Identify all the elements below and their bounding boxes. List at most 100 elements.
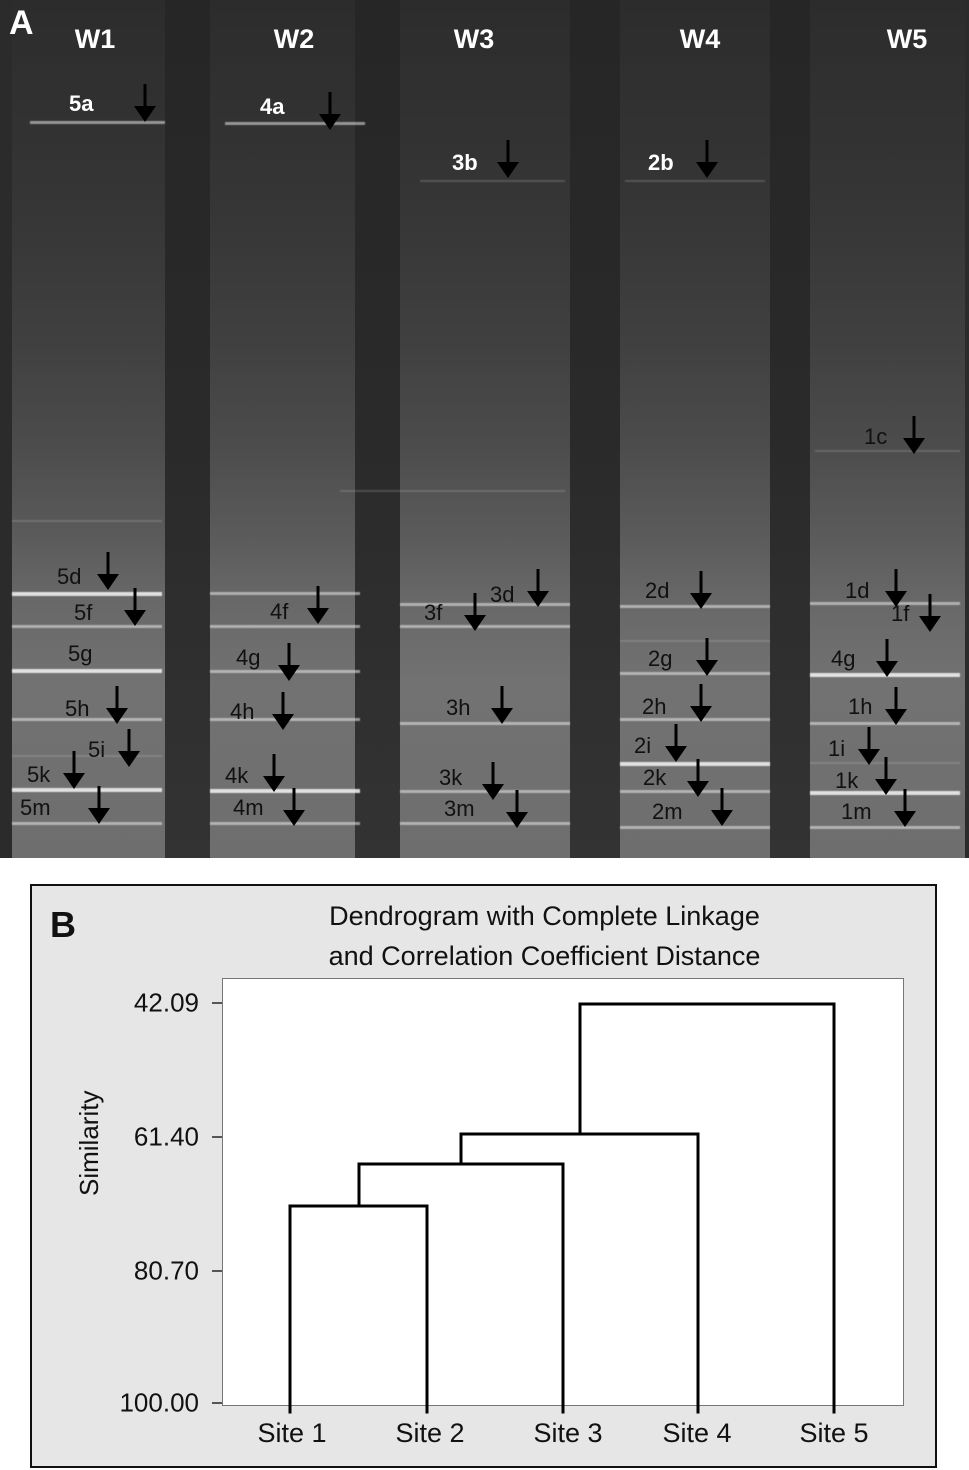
panel-label-b: B [50, 904, 76, 945]
band-label: 2k [643, 765, 667, 790]
gel-image-panel: A W1 W2 W3 W4 W5 5a 5d 5f 5g 5h 5i 5k 5m… [0, 0, 969, 858]
lane-label-w2: W2 [273, 24, 315, 54]
y-tick-mark [212, 1270, 222, 1272]
band-label: 5d [57, 564, 82, 589]
arrow-down-icon [271, 692, 295, 732]
arrow-down-icon [686, 759, 710, 799]
arrow-down-icon [490, 686, 514, 726]
band-label: 3d [490, 582, 515, 607]
band-label: 2h [642, 694, 667, 719]
arrow-down-icon [874, 757, 898, 797]
band [12, 669, 162, 673]
band-label: 1c [864, 424, 888, 449]
band [625, 180, 765, 182]
band-label: 2m [652, 799, 683, 824]
band-label: 1f [891, 601, 910, 626]
band-label: 2d [645, 578, 670, 603]
lane-gap [770, 0, 812, 858]
x-tick-label: Site 2 [395, 1418, 465, 1448]
lane-gap [570, 0, 622, 858]
band [810, 722, 960, 725]
band-label: 3h [446, 695, 471, 720]
arrow-down-icon [884, 687, 908, 727]
arrow-down-icon [918, 594, 942, 634]
arrow-down-icon [710, 788, 734, 828]
arrow-down-icon [87, 786, 111, 826]
band [620, 762, 770, 766]
band [12, 718, 162, 721]
y-tick-label: 80.70 [133, 1255, 199, 1286]
band-label: 2b [648, 150, 674, 175]
lane-label-w4: W4 [679, 24, 721, 54]
arrow-down-icon [664, 724, 688, 764]
band-label: 3f [424, 600, 443, 625]
band [210, 625, 360, 628]
chart-title-line1: Dendrogram with Complete Linkage [329, 901, 760, 931]
lane-gap [355, 0, 402, 858]
x-tick-label: Site 3 [533, 1418, 603, 1448]
dendrogram-lines [288, 1002, 836, 1414]
x-tick-label: Site 1 [257, 1418, 327, 1448]
arrow-down-icon [277, 643, 301, 683]
band-label: 1d [845, 578, 870, 603]
band [400, 822, 570, 825]
band-label: 1h [848, 694, 873, 719]
band-label: 3k [439, 765, 463, 790]
band-label: 5k [27, 762, 51, 787]
arrow-down-icon [105, 686, 129, 726]
gel-lane-w1 [12, 0, 168, 858]
band [210, 592, 360, 595]
band [400, 625, 570, 628]
band [340, 490, 565, 492]
band-label: 2i [634, 733, 652, 758]
panel-label-a: A [9, 4, 34, 42]
arrow-down-icon [526, 569, 550, 609]
arrow-down-icon [496, 140, 520, 180]
band-label: 5i [88, 737, 106, 762]
band [12, 788, 162, 792]
band-label: 1i [828, 736, 846, 761]
arrow-down-icon [262, 754, 286, 794]
chart-title-line2: and Correlation Coefficient Distance [328, 941, 761, 971]
arrow-down-icon [695, 638, 719, 678]
band [225, 122, 365, 125]
arrow-down-icon [893, 789, 917, 829]
band-label: 5f [74, 600, 93, 625]
band [12, 755, 162, 757]
band-label: 4m [233, 795, 264, 820]
band-label: 5h [65, 696, 90, 721]
band-label: 4a [260, 94, 285, 119]
band-label: 5m [20, 795, 51, 820]
gel-lane-w5 [810, 0, 965, 858]
arrow-down-icon [875, 639, 899, 679]
band-label: 4k [225, 763, 249, 788]
arrow-down-icon [96, 552, 120, 592]
y-tick-label: 61.40 [133, 1121, 199, 1152]
y-tick-mark [212, 1136, 222, 1138]
band [810, 826, 960, 829]
band [210, 822, 360, 825]
band [30, 121, 165, 124]
y-tick-mark [212, 1002, 222, 1004]
band-label: 4h [230, 699, 255, 724]
band-label: 4g [831, 646, 856, 671]
band [620, 826, 770, 829]
arrow-down-icon [282, 788, 306, 828]
arrow-down-icon [689, 571, 713, 611]
band-label: 1m [841, 799, 872, 824]
band [12, 625, 162, 628]
lane-label-w3: W3 [453, 24, 495, 54]
arrow-down-icon [902, 416, 926, 456]
gel-lane-w4 [620, 0, 772, 858]
band [12, 822, 162, 825]
arrow-down-icon [123, 588, 147, 628]
x-tick-label: Site 5 [799, 1418, 869, 1448]
band [620, 718, 770, 721]
gel-lane-w3 [400, 0, 572, 858]
arrow-down-icon [884, 569, 908, 609]
band-label: 1k [835, 768, 859, 793]
band [620, 640, 770, 642]
band [420, 180, 565, 182]
band [400, 722, 570, 725]
band [210, 789, 360, 793]
